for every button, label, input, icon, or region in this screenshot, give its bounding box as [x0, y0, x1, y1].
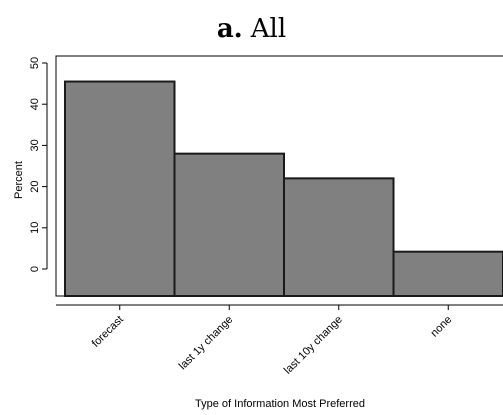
x-tick-label: none — [429, 314, 455, 340]
bar — [65, 82, 175, 296]
y-tick-label: 30 — [29, 139, 41, 151]
x-tick-label: last 10y change — [282, 314, 345, 377]
bar — [394, 252, 503, 296]
bar — [175, 154, 285, 296]
bar — [284, 178, 394, 296]
x-tick-label: forecast — [90, 314, 126, 350]
x-axis-label: Type of Information Most Preferred — [0, 398, 503, 410]
y-tick-label: 50 — [29, 57, 41, 69]
y-tick-label: 0 — [29, 266, 41, 272]
y-tick-label: 40 — [29, 98, 41, 110]
x-tick-label: last 1y change — [177, 314, 236, 373]
y-axis-label: Percent — [13, 161, 25, 199]
y-tick-label: 20 — [29, 180, 41, 192]
y-tick-label: 10 — [29, 222, 41, 234]
